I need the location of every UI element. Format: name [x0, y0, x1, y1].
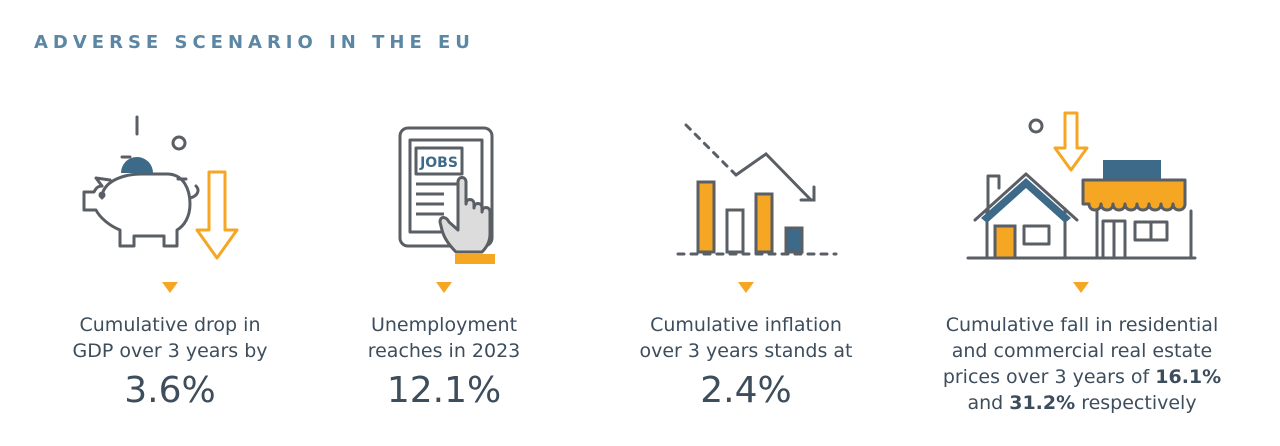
caption-line: and commercial real estate	[951, 340, 1213, 362]
inflation-chart-icon	[676, 123, 838, 256]
arrow-marker-icon	[1073, 282, 1089, 293]
caption-text: and	[967, 392, 1010, 414]
gdp-caption: Cumulative drop in GDP over 3 years by 3…	[40, 312, 300, 414]
caption-text: prices over 3 years of	[942, 366, 1156, 388]
residential-value: 16.1%	[1155, 366, 1222, 388]
real-estate-down-icon	[966, 111, 1197, 260]
arrow-marker-icon	[738, 282, 754, 293]
caption-line: prices over 3 years of 16.1%	[912, 364, 1252, 390]
svg-text:JOBS: JOBS	[419, 155, 458, 171]
inflation-value: 2.4%	[700, 370, 792, 411]
caption-line: Cumulative drop in	[79, 314, 261, 336]
caption-line: GDP over 3 years by	[72, 340, 268, 362]
real-estate-caption: Cumulative fall in residential and comme…	[912, 312, 1252, 416]
gdp-value: 3.6%	[124, 370, 216, 411]
commercial-value: 31.2%	[1009, 392, 1076, 414]
caption-text: respectively	[1075, 392, 1197, 414]
unemployment-caption: Unemployment reaches in 2023 12.1%	[314, 312, 574, 414]
caption-line: Cumulative inflation	[650, 314, 842, 336]
caption-line: and 31.2% respectively	[912, 390, 1252, 416]
unemployment-value: 12.1%	[386, 370, 502, 411]
caption-line: over 3 years stands at	[639, 340, 853, 362]
tablet-jobs-icon: JOBS	[398, 126, 495, 264]
caption-line: Unemployment	[370, 314, 518, 336]
arrow-marker-icon	[436, 282, 452, 293]
page-title: ADVERSE SCENARIO IN THE EU	[34, 32, 475, 53]
caption-line: reaches in 2023	[367, 340, 521, 362]
caption-line: Cumulative fall in residential	[945, 314, 1219, 336]
piggy-bank-down-icon	[82, 115, 239, 260]
arrow-marker-icon	[162, 282, 178, 293]
inflation-caption: Cumulative inflation over 3 years stands…	[616, 312, 876, 414]
